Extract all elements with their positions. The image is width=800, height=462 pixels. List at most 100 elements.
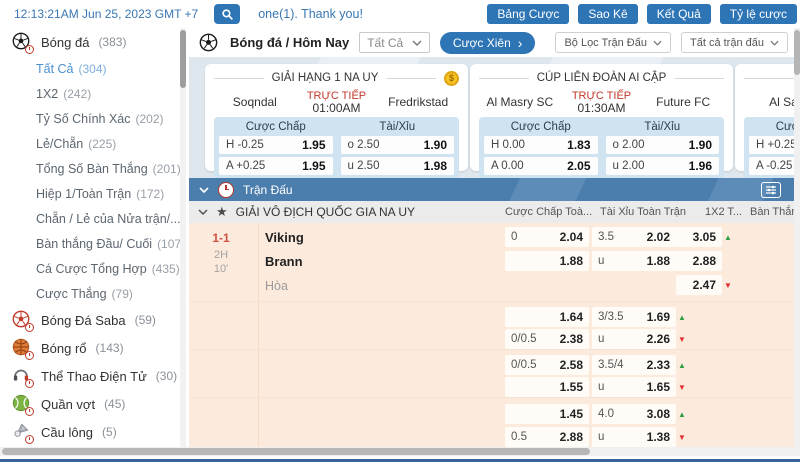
arrow-right-icon: › xyxy=(517,34,523,51)
live-badge-icon xyxy=(25,407,34,416)
sidebar-item-first-last-goal[interactable]: Bàn thắng Đầu/ Cuối (107) xyxy=(0,231,180,256)
parlay-button[interactable]: Cược Xiên › xyxy=(439,31,536,54)
badminton-icon xyxy=(12,422,34,444)
horizontal-scrollbar-thumb[interactable] xyxy=(2,448,590,455)
sidebar-item-outright[interactable]: Cược Thắng (79) xyxy=(0,281,180,306)
match-rows-area: 1-1 2H 10' Viking Brann Hòa 0 2.04 3.5 2.0… xyxy=(189,223,800,447)
sub-label: Lẻ/Chẵn xyxy=(36,136,84,151)
odds-cell[interactable]: H 0.00 1.83 xyxy=(484,136,598,154)
odds: 1.96 xyxy=(688,159,712,173)
sidebar-item-soccer[interactable]: Bóng đá (383) xyxy=(0,28,180,56)
top-bar: 12:13:21AM Jun 25, 2023 GMT +7 one(1). T… xyxy=(0,0,800,28)
sidebar-item-esports[interactable]: Thể Thao Điện Tử (30) xyxy=(0,362,180,390)
sidebar-item-all[interactable]: Tất Cả (304) xyxy=(0,56,180,81)
sidebar-item-mix-parlay[interactable]: Cá Cược Tổng Hợp (435) xyxy=(0,256,180,281)
trend-icon: ▲ xyxy=(678,312,686,322)
sub-label: Cược Thắng xyxy=(36,286,107,301)
bet-slip-button[interactable]: Bảng Cược xyxy=(487,4,570,24)
sidebar-scrollbar-thumb[interactable] xyxy=(180,30,186,88)
sidebar-item-label: Bóng Đá Saba xyxy=(41,312,126,328)
line: A 0.00 xyxy=(491,160,524,172)
handicap-odds-cell[interactable]: 1.64 xyxy=(505,307,589,327)
over-under-odds-cell[interactable]: 3.5/4 2.33 xyxy=(592,355,676,375)
line: 3/3.5 xyxy=(598,311,624,323)
over-under-odds-cell[interactable]: 4.0 3.08 xyxy=(592,404,676,424)
topbar-buttons: Bảng Cược Sao Kê Kết Quả Tỷ lệ cược xyxy=(487,4,800,24)
live-match-card: Al Sal Cược Chấp H +0.25 A -0.25 xyxy=(735,64,800,179)
odds-cell[interactable]: o 2.50 1.90 xyxy=(340,136,454,154)
trend-icon: ▼ xyxy=(724,280,732,290)
handicap-odds-cell[interactable]: 0 2.04 xyxy=(505,227,589,247)
star-icon[interactable]: ★ xyxy=(216,204,228,219)
over-under-odds-cell[interactable]: u 2.26 xyxy=(592,329,676,349)
sidebar-item-label: Quần vợt xyxy=(41,396,96,412)
line: 0/0.5 xyxy=(511,359,537,371)
column-header-handicap: Cược Chấp Toà... xyxy=(505,206,593,218)
sidebar-item-total-goals[interactable]: Tổng Số Bàn Thắng (201) xyxy=(0,156,180,181)
odds-cell[interactable]: u 2.00 1.96 xyxy=(605,157,719,175)
1x2-odds-cell[interactable]: 3.05 xyxy=(676,227,722,247)
over-under-odds-cell[interactable]: 3/3.5 1.69 xyxy=(592,307,676,327)
1x2-odds-cell[interactable]: 2.88 xyxy=(676,251,722,271)
line: o 2.50 xyxy=(347,139,380,151)
main-scrollbar[interactable] xyxy=(794,28,800,447)
match-filter-dropdown[interactable]: Bộ Lọc Trận Đấu xyxy=(555,32,671,53)
handicap-odds-cell[interactable]: 0.5 2.88 xyxy=(505,427,589,447)
sliders-icon xyxy=(766,185,776,194)
card-odds-table: Cược Chấp H +0.25 A -0.25 xyxy=(744,117,800,179)
search-button[interactable] xyxy=(214,4,241,24)
horizontal-scrollbar[interactable] xyxy=(0,447,800,456)
handicap-odds-cell[interactable]: 1.45 xyxy=(505,404,589,424)
line: o 2.00 xyxy=(612,139,645,151)
chevron-down-icon[interactable] xyxy=(199,186,209,193)
sub-label: Cá Cược Tổng Hợp xyxy=(36,261,147,276)
sidebar-item-odd-even[interactable]: Lẻ/Chẵn (225) xyxy=(0,131,180,156)
handicap-header: Cược Chấp xyxy=(775,121,800,133)
odds: 1.98 xyxy=(423,159,447,173)
market-filter-select[interactable]: Tất Cả xyxy=(359,32,430,53)
over-under-odds-cell[interactable]: u 1.38 xyxy=(592,427,676,447)
home-team[interactable]: Viking xyxy=(265,230,304,245)
away-team[interactable]: Brann xyxy=(265,254,303,269)
over-under-odds-cell[interactable]: 3.5 2.02 xyxy=(592,227,676,247)
odds-cell[interactable]: o 2.00 1.90 xyxy=(605,136,719,154)
sidebar-item-ht-ft[interactable]: Hiệp 1/Toàn Trận (172) xyxy=(0,181,180,206)
odds: 3.05 xyxy=(692,230,716,244)
handicap-odds-cell[interactable]: 1.88 xyxy=(505,251,589,271)
home-team: Soqndal xyxy=(232,95,277,109)
odds-cell[interactable]: H -0.25 1.95 xyxy=(219,136,333,154)
handicap-odds-cell[interactable]: 0/0.5 2.38 xyxy=(505,329,589,349)
sidebar-item-correct-score[interactable]: Tỷ Số Chính Xác (202) xyxy=(0,106,180,131)
odds-cell[interactable]: A +0.25 1.95 xyxy=(219,157,333,175)
sidebar-item-label: Bóng đá xyxy=(41,34,90,50)
sidebar-item-basketball[interactable]: Bóng rổ (143) xyxy=(0,334,180,362)
results-button[interactable]: Kết Quả xyxy=(646,4,711,24)
all-matches-dropdown[interactable]: Tất cả trận đấu xyxy=(681,32,788,53)
statement-button[interactable]: Sao Kê xyxy=(578,4,638,24)
sidebar-item-1x2[interactable]: 1X2 (242) xyxy=(0,81,180,106)
odds-cell[interactable]: H +0.25 xyxy=(749,136,800,154)
odds-cell[interactable]: u 2.50 1.98 xyxy=(340,157,454,175)
sidebar-item-saba-soccer[interactable]: Bóng Đá Saba (59) xyxy=(0,306,180,334)
sidebar-item-badminton[interactable]: Cầu lông (5) xyxy=(0,418,180,446)
sidebar-item-tennis[interactable]: Quần vợt (45) xyxy=(0,390,180,418)
main-scrollbar-thumb[interactable] xyxy=(794,30,800,75)
odds: 2.38 xyxy=(559,332,583,346)
over-under-odds-cell[interactable]: u 1.88 xyxy=(592,251,676,271)
handicap-odds-cell[interactable]: 1.55 xyxy=(505,377,589,397)
sidebar-item-label: Bóng rổ xyxy=(41,340,87,356)
sidebar-item-half-odd-even[interactable]: Chẵn / Lẻ của Nửa trận/...(167) xyxy=(0,206,180,231)
display-settings-button[interactable] xyxy=(761,181,781,198)
odds-button[interactable]: Tỷ lệ cược xyxy=(719,4,797,24)
chevron-down-icon[interactable] xyxy=(198,209,208,215)
teams-row: Soqndal TRỰC TIẾP 01:00AM Fredrikstad xyxy=(214,87,459,117)
datetime-display: 12:13:21AM Jun 25, 2023 GMT +7 xyxy=(14,7,199,21)
odds-cell[interactable]: A -0.25 xyxy=(749,157,800,175)
teams-row: Al Sal xyxy=(744,87,800,117)
odds-cell[interactable]: A 0.00 2.05 xyxy=(484,157,598,175)
sidebar-scrollbar[interactable] xyxy=(180,28,186,447)
1x2-odds-cell[interactable]: 2.47 xyxy=(676,275,722,295)
over-under-odds-cell[interactable]: u 1.65 xyxy=(592,377,676,397)
handicap-odds-cell[interactable]: 0/0.5 2.58 xyxy=(505,355,589,375)
dropdown-label: Bộ Lọc Trận Đấu xyxy=(564,36,647,49)
